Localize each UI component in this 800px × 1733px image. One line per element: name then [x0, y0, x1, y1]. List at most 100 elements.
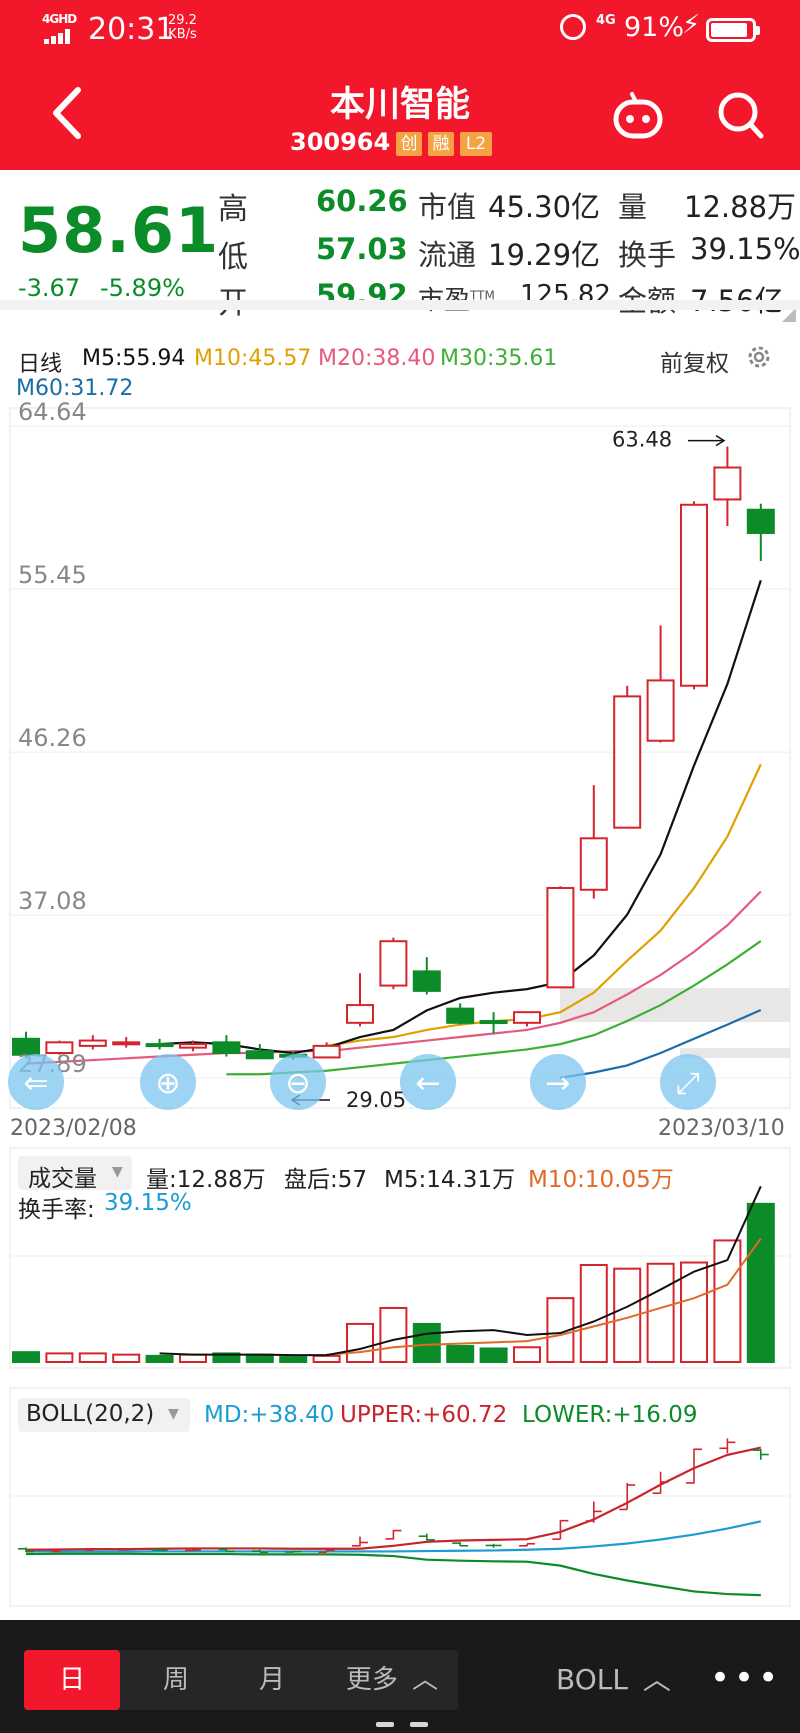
header-bar: 4GHD 20:31 29.2 KB/s 4G 91% ⚡ 本川智能 30096…: [0, 0, 800, 170]
volume-bar: [546, 1297, 575, 1364]
pan-left-icon: ←: [415, 1066, 440, 1101]
boll-selector-label: BOLL(20,2): [26, 1401, 155, 1427]
period-label[interactable]: 日线: [18, 352, 63, 377]
candle-body: [546, 886, 575, 989]
tab-week[interactable]: 周: [162, 1665, 189, 1695]
volume-bar: [45, 1352, 74, 1364]
ma20-line: [25, 890, 762, 1065]
pan-left-button[interactable]: [400, 1054, 456, 1110]
volume-bar: [78, 1352, 107, 1364]
zoom-out-icon: ⊖: [285, 1066, 310, 1101]
more-menu-button[interactable]: •••: [710, 1658, 783, 1698]
robot-icon: [613, 92, 663, 139]
y-tick-label: 64.64: [18, 398, 87, 426]
gear-icon[interactable]: [744, 342, 774, 372]
boll-upper-line: [25, 1446, 762, 1551]
price-change-pct: -5.89%: [100, 274, 185, 302]
pan-right-button[interactable]: [530, 1054, 586, 1110]
candle-body: [513, 1011, 541, 1024]
volume-m5-line: [159, 1185, 762, 1357]
indicator-button[interactable]: BOLL ︿: [556, 1650, 671, 1710]
adjust-toggle[interactable]: 前复权: [660, 351, 729, 377]
float-cap-value: 19.29亿: [488, 238, 601, 272]
candle-body: [245, 1050, 274, 1060]
volume-m10: M10:10.05万: [528, 1167, 674, 1193]
robot-assistant-button[interactable]: [612, 88, 664, 142]
search-icon: [718, 92, 764, 139]
pan-right-icon: →: [545, 1066, 570, 1101]
candle-body: [680, 503, 708, 687]
volume-bar: [646, 1262, 675, 1363]
network-speed-unit: KB/s: [168, 27, 197, 42]
network-speed: 29.2 KB/s: [168, 14, 197, 42]
status-bar: 4GHD 20:31 29.2 KB/s 4G 91% ⚡: [0, 0, 800, 58]
chevron-down-icon: ▼: [168, 1406, 179, 1422]
home-indicator: [410, 1722, 428, 1727]
turnover-label: 换手: [618, 238, 677, 272]
boll-lower: LOWER:+16.09: [522, 1402, 698, 1428]
candle-body: [179, 1043, 207, 1049]
zoom-in-icon: ⊕: [155, 1066, 180, 1101]
cost-band: [560, 988, 790, 1022]
candle-body: [145, 1043, 174, 1048]
expand-corner-icon[interactable]: [782, 308, 796, 322]
indicator-label: BOLL: [556, 1663, 628, 1696]
zoom-in-button[interactable]: [140, 1054, 196, 1110]
tab-month[interactable]: 月: [258, 1665, 285, 1695]
market-cap-label: 市值: [418, 190, 477, 224]
candle-body: [112, 1041, 141, 1046]
zoom-out-button[interactable]: [270, 1054, 326, 1110]
boll-selector[interactable]: BOLL(20,2) ▼: [18, 1398, 190, 1432]
volume-bar: [12, 1351, 40, 1364]
boll-frame: [9, 1387, 791, 1607]
candle-body: [212, 1041, 241, 1054]
last-price: 58.61: [18, 194, 220, 267]
scroll-left-button[interactable]: [8, 1054, 64, 1110]
network-type: 4GHD: [42, 12, 77, 26]
candle-body: [446, 1007, 475, 1024]
volume-bar: [346, 1322, 374, 1364]
back-arrow-icon: [53, 87, 81, 139]
ma30-label: M30:35.61: [440, 346, 558, 371]
volume-bar: [579, 1263, 608, 1364]
pe-label-sup: TTM: [470, 288, 495, 303]
ma20-label: M20:38.40: [318, 346, 436, 371]
candle-body: [613, 695, 642, 829]
volume-bar: [179, 1353, 207, 1363]
volume-m10-line: [326, 1238, 762, 1356]
volume-bar: [746, 1202, 775, 1364]
fullscreen-button[interactable]: [660, 1054, 716, 1110]
scroll-left-icon: ⇐: [23, 1066, 48, 1101]
volume-bar: [446, 1345, 475, 1363]
y-tick-label: 46.26: [18, 724, 87, 752]
ma5-label: M5:55.94: [82, 346, 186, 371]
tag-rong: 融: [428, 132, 454, 156]
search-button[interactable]: [714, 88, 766, 142]
candle-body: [646, 679, 675, 742]
market-cap-value: 45.30亿: [488, 190, 601, 224]
tab-day[interactable]: 日: [24, 1650, 120, 1710]
stock-name: 本川智能: [329, 85, 470, 125]
turnover-value: 39.15%: [690, 232, 800, 266]
tag-chuang: 创: [396, 132, 422, 156]
high-marker-label: 63.48: [612, 428, 672, 452]
volume-bar: [412, 1322, 441, 1364]
chevron-down-icon: ▼: [112, 1164, 123, 1180]
volume-bar: [680, 1261, 708, 1363]
candle-body: [12, 1037, 40, 1056]
float-cap-label: 流通: [418, 238, 477, 272]
volume-selector[interactable]: 成交量 ▼: [18, 1156, 132, 1192]
back-button[interactable]: [46, 78, 96, 148]
volume-bar: [312, 1354, 341, 1364]
end-date: 2023/03/10: [658, 1116, 785, 1141]
turnover-rate-label: 换手率:: [18, 1197, 95, 1223]
tab-more[interactable]: 更多 ︿: [332, 1650, 452, 1710]
candle-body: [579, 837, 608, 891]
turnover-rate-value: 39.15%: [104, 1190, 192, 1216]
stock-code: 300964: [290, 128, 391, 156]
volume-value: 量:12.88万: [146, 1167, 266, 1193]
boll-md: MD:+38.40: [204, 1402, 335, 1428]
after-hours-volume: 盘后:57: [284, 1167, 368, 1193]
kline-frame: [9, 407, 791, 1109]
